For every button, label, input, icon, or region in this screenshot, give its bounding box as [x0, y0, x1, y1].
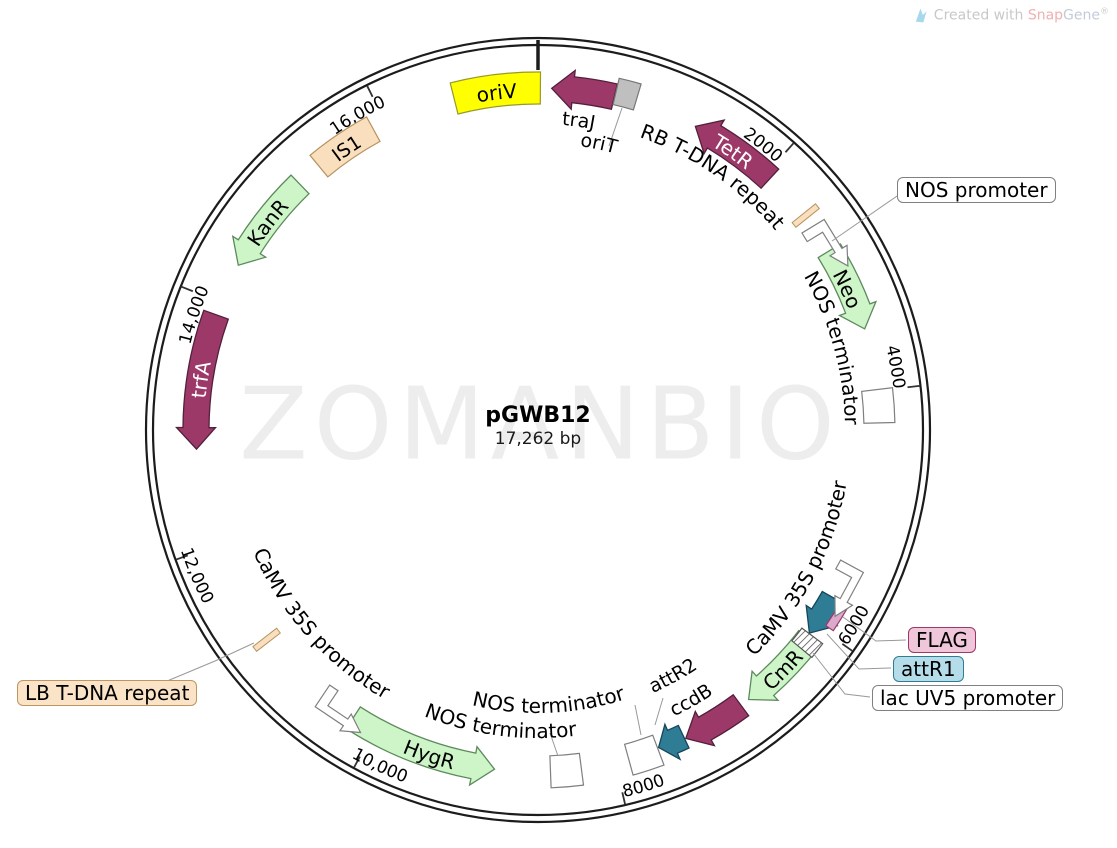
connector-NOS-promoter-line [831, 193, 901, 242]
CaMV-35S-promoter-arrow-left[interactable] [314, 684, 362, 734]
tick-mark-16,000 [366, 85, 374, 98]
feature-label-NOS-terminator-bottom-1[interactable]: NOS terminator [471, 681, 628, 718]
feature-box-IS1-box[interactable] [309, 116, 381, 178]
feature-slash-LB-T-DNA-repeat-feature[interactable] [252, 627, 282, 652]
tick-label-8000: 8000 [621, 771, 668, 802]
watermark: ZOMANBIO [239, 365, 841, 483]
lac-UV5-promoter-label[interactable]: lac UV5 promoter [872, 685, 1064, 711]
feature-label-traJ[interactable]: traJ [561, 108, 597, 134]
feature-box-nos-terminator-1[interactable] [861, 387, 896, 424]
connector-LB-T-DNA-line [159, 642, 255, 685]
NOS-promoter-arrow[interactable] [801, 218, 849, 267]
connector-attR1-line [826, 633, 892, 670]
feature-label-CaMV-35S-promoter-left[interactable]: CaMV 35S promoter [248, 544, 394, 704]
feature-arrow-attR2[interactable] [657, 722, 690, 761]
connector-NOS-terminator-line-2 [549, 732, 559, 757]
tick-mark-4000 [907, 384, 920, 389]
feature-label-oriV[interactable]: oriV [475, 79, 518, 108]
connector-lac-UV5-line [812, 652, 871, 698]
connector-attR2-line [654, 697, 664, 726]
FLAG-label[interactable]: FLAG [908, 627, 976, 653]
feature-arrow-HygR[interactable] [345, 706, 496, 787]
tick-mark-2000 [784, 142, 795, 153]
snapgene-logo-icon [915, 8, 927, 23]
feature-arrow-traJ[interactable] [550, 68, 619, 111]
CaMV-35S-promoter-arrow-right[interactable] [834, 559, 865, 618]
feature-box-nos-terminator-3[interactable] [549, 752, 585, 789]
attR1-label[interactable]: attR1 [893, 656, 964, 682]
connector-oriT-line [608, 107, 623, 147]
backbone-outer-circle [144, 36, 932, 824]
feature-box-oriT-box[interactable] [612, 77, 642, 111]
feature-box-hatch-lac-UV5-promoter-feature [791, 628, 823, 658]
tick-mark-8000 [621, 792, 626, 805]
NOS-promoter-label[interactable]: NOS promoter [897, 177, 1056, 203]
feature-arrow-TetR[interactable] [694, 119, 780, 190]
plasmid-size: 17,262 bp [494, 429, 582, 449]
plasmid-title-block: pGWB12 17,262 bp [485, 403, 590, 449]
feature-label-trfA[interactable]: trfA [187, 359, 216, 400]
tick-label-4000: 4000 [881, 343, 908, 390]
feature-arrow-KanR[interactable] [231, 174, 310, 267]
tick-mark-6000 [841, 643, 853, 652]
credit-text: Created with SnapGene® [933, 7, 1109, 24]
connector-NOS-terminator-line-1 [634, 704, 642, 736]
feature-box-oriV-box[interactable] [449, 71, 542, 115]
tick-mark-10,000 [353, 756, 361, 768]
snapgene-credit: Created with SnapGene® [913, 7, 1109, 24]
feature-box-nos-terminator-2[interactable] [623, 734, 665, 776]
LB-T-DNA-repeat-label[interactable]: LB T-DNA repeat [17, 680, 198, 706]
feature-slash-RB-T-DNA-repeat-feature[interactable] [791, 203, 821, 229]
feature-label-oriT[interactable]: oriT [579, 129, 620, 158]
feature-arrow-Neo[interactable] [817, 243, 878, 330]
tick-mark-12,000 [176, 554, 189, 561]
feature-arrow-trfA[interactable] [175, 309, 230, 451]
tick-mark-14,000 [181, 285, 194, 293]
plasmid-name: pGWB12 [485, 403, 591, 428]
connector-FLAG-line [842, 616, 907, 642]
feature-arrow-ccdB[interactable] [684, 693, 750, 747]
